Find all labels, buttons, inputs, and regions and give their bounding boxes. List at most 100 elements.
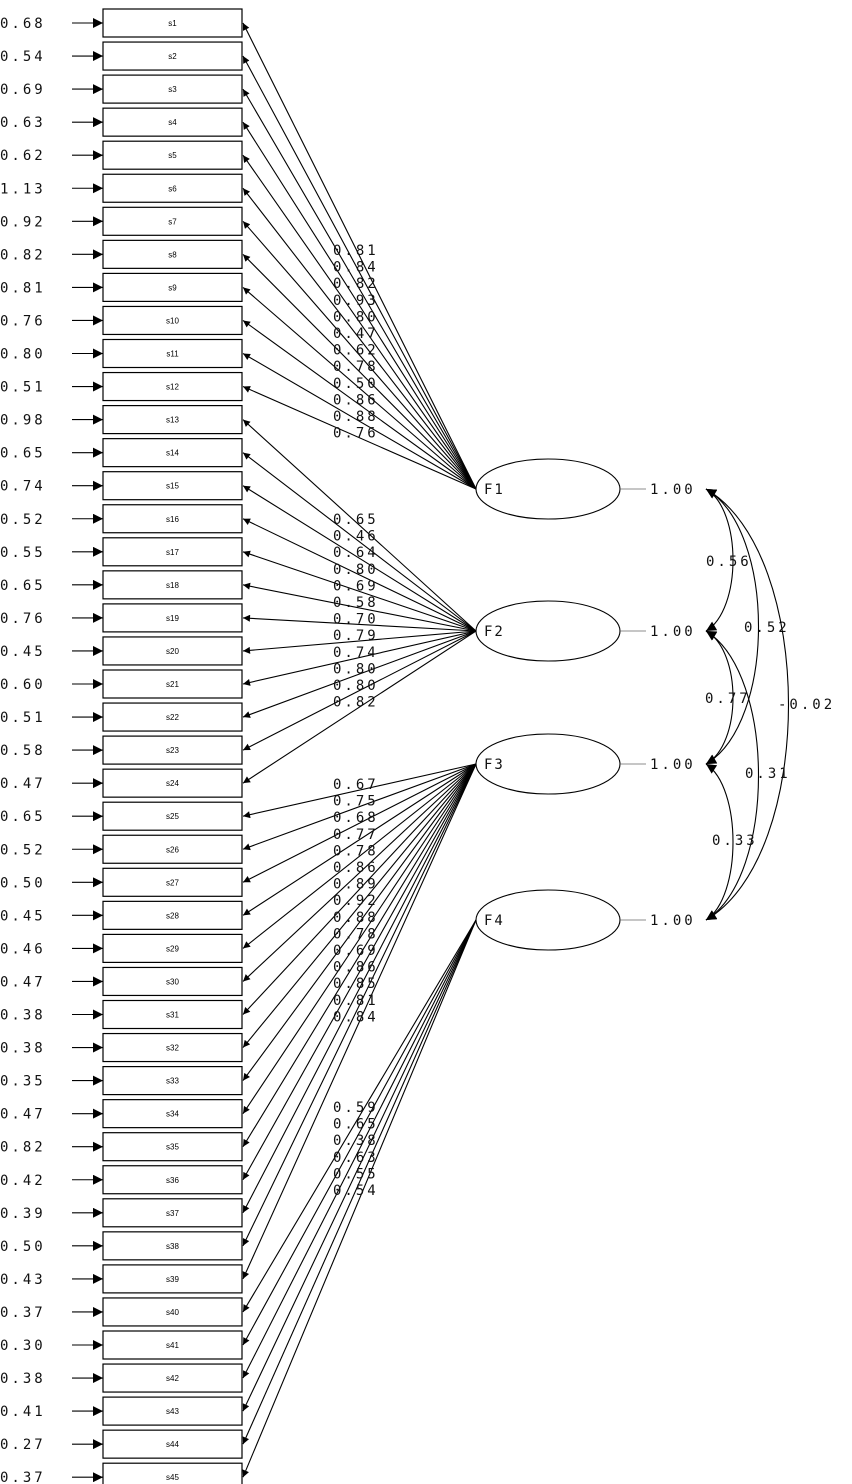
item-box [102,41,243,71]
item-box [102,999,243,1030]
item-box [102,867,243,897]
loading-path [242,763,477,1247]
item-box [102,1429,243,1459]
loading-path [242,919,477,1478]
loading-value: 0.69 [333,578,379,594]
loading-value: 0.65 [333,512,379,528]
error-variance-value: 0.74 [0,479,46,495]
error-variance-value: 0.76 [0,313,46,329]
error-variance-value: 0.27 [0,1437,46,1453]
item-label: s17 [166,548,179,557]
error-variance-value: 0.47 [0,974,46,990]
error-variance-value: 0.42 [0,1173,46,1189]
item-label: s4 [168,118,177,127]
error-variance-value: 0.51 [0,710,46,726]
loading-value: 0.79 [333,628,379,644]
loading-value: 0.46 [333,529,379,545]
loading-value: 0.86 [333,860,379,876]
item-box [102,603,243,633]
error-variance-value: 0.65 [0,578,46,594]
item-box [102,173,243,203]
correlation-value: -0.02 [778,697,835,713]
loading-path [242,763,477,1048]
loading-path [242,614,477,632]
item-box [102,1099,243,1129]
item-label: s20 [166,647,179,656]
loading-value: 0.89 [333,877,379,893]
error-variance-value: 0.41 [0,1404,46,1420]
loading-value: 0.85 [333,976,379,992]
correlation-value: 0.52 [744,620,790,636]
error-variance-value: 0.63 [0,115,46,131]
loading-value: 0.80 [333,309,379,325]
error-variance-value: 0.82 [0,1140,46,1156]
loading-path [242,763,477,1015]
error-variance-value: 0.37 [0,1470,46,1484]
item-box [102,1462,243,1484]
item-box [102,900,243,930]
loading-path [242,919,477,1445]
error-variance-value: 0.92 [0,214,46,230]
loading-path [242,485,477,632]
error-variance-value: 0.54 [0,49,46,65]
loading-value: 0.65 [333,1117,379,1133]
item-label: s21 [166,680,179,689]
loading-values: 0.810.840.820.930.800.470.620.780.500.86… [333,243,379,1199]
factor-variance-value: 1.00 [650,913,696,929]
item-box [102,966,243,997]
error-variance-value: 0.52 [0,512,46,528]
item-label: s26 [166,845,179,854]
item-box [102,371,243,402]
item-box [102,669,243,699]
item-box [102,140,243,170]
item-label: s7 [168,217,177,226]
item-box [102,1032,243,1063]
loading-path [242,763,477,883]
error-variance-value: 0.55 [0,545,46,561]
error-variance-value: 0.46 [0,941,46,957]
loading-path [242,763,477,982]
factor-correlations: 0.56 0.52 -0.02 0.77 0.31 0.33 [705,488,835,921]
loading-path [242,253,477,490]
item-label: s32 [166,1044,179,1053]
item-box [102,8,243,38]
item-label: s25 [166,812,179,821]
item-box [102,239,243,269]
loading-value: 0.80 [333,562,379,578]
item-box [102,107,243,137]
loading-path [242,630,477,654]
loading-path [242,286,477,490]
item-box [102,305,243,336]
loading-path [242,763,477,1214]
item-label: s42 [166,1374,179,1383]
item-box [102,471,243,501]
error-variance-value: 0.30 [0,1338,46,1354]
correlation-value: 0.77 [705,691,751,707]
error-variance-value: 0.81 [0,280,46,296]
factor-name: F4 [484,913,505,929]
loading-value: 0.76 [333,426,379,442]
error-variance-value: 1.13 [0,181,46,197]
loading-value: 0.47 [333,326,379,342]
loading-value: 0.92 [333,893,379,909]
error-variance-value: 0.52 [0,842,46,858]
error-variance-value: 0.47 [0,1107,46,1123]
item-label: s3 [168,85,177,94]
error-variance-value: 0.38 [0,1008,46,1024]
item-label: s16 [166,515,179,524]
item-label: s2 [168,52,177,61]
item-box [102,768,243,798]
loading-path [242,763,477,1147]
loading-path [242,386,477,490]
item-box [102,537,243,567]
factor-name: F3 [484,757,505,773]
error-variance-value: 0.69 [0,82,46,98]
item-box [102,504,243,534]
item-label: s28 [166,911,179,920]
correlation-path [705,488,759,765]
item-label: s14 [166,449,179,458]
error-variance-value: 0.65 [0,809,46,825]
loading-path [242,419,477,632]
loading-value: 0.81 [333,243,379,259]
item-label: s11 [166,350,179,359]
